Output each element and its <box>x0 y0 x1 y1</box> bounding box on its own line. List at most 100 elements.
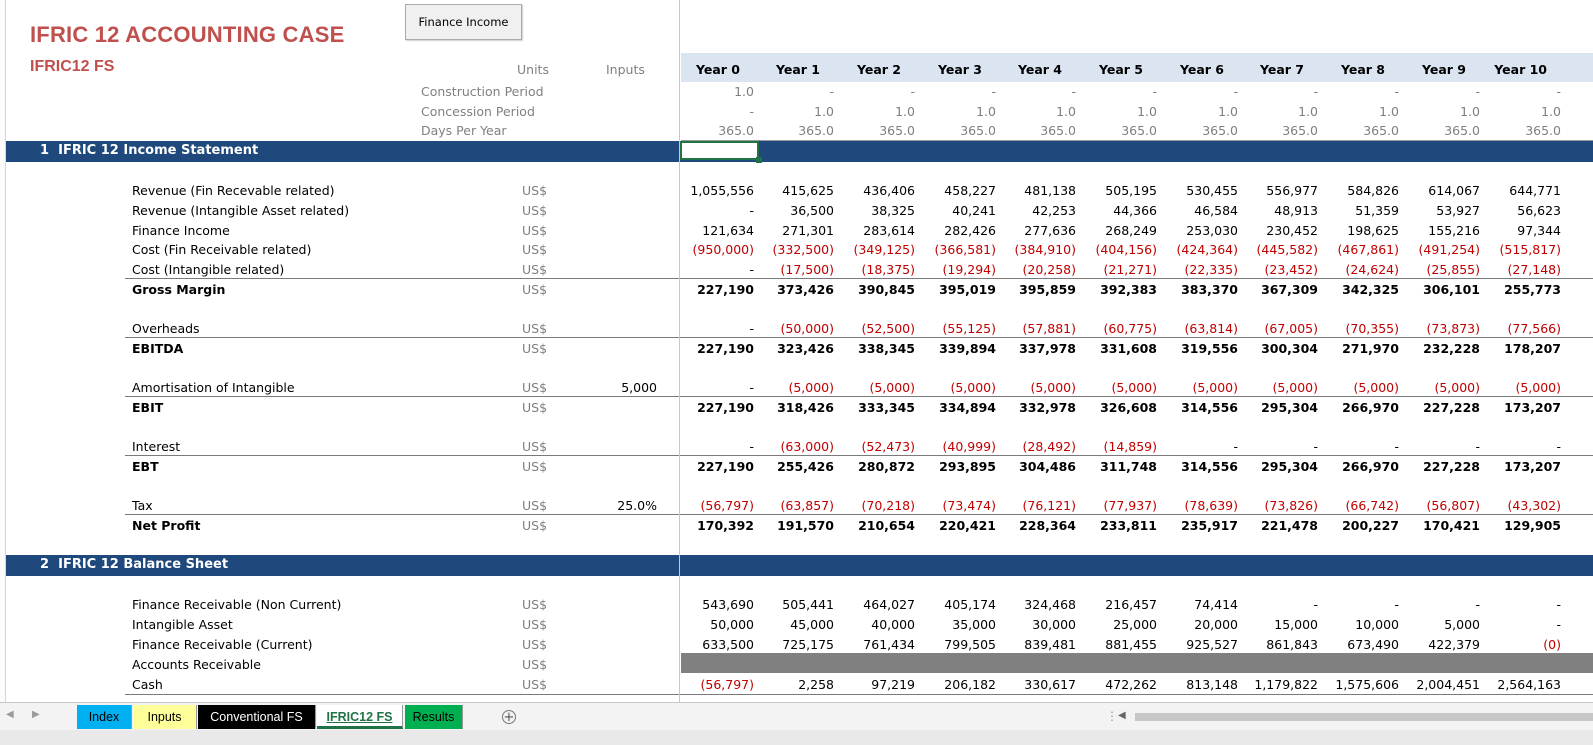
value-cell[interactable]: 271,970 <box>1342 341 1399 356</box>
timing-days-cell[interactable]: 365.0 <box>1444 123 1480 138</box>
value-cell[interactable]: 331,608 <box>1100 341 1157 356</box>
value-cell[interactable]: 221,478 <box>1261 518 1318 533</box>
value-cell[interactable]: (349,125) <box>853 242 915 257</box>
value-cell[interactable]: (20,258) <box>1022 262 1077 277</box>
value-cell[interactable]: 324,468 <box>1024 597 1076 612</box>
value-cell[interactable]: (50,000) <box>780 321 835 336</box>
timing-days-cell[interactable]: 365.0 <box>1282 123 1318 138</box>
value-cell[interactable]: 2,004,451 <box>1416 677 1480 692</box>
value-cell[interactable]: 373,426 <box>777 282 834 297</box>
value-cell[interactable]: (5,000) <box>1272 380 1318 395</box>
value-cell[interactable]: (491,254) <box>1418 242 1480 257</box>
timing-construction-cell[interactable]: - <box>910 84 915 99</box>
value-cell[interactable]: 227,190 <box>697 282 754 297</box>
value-cell[interactable]: - <box>1394 439 1399 454</box>
value-cell[interactable]: 367,309 <box>1261 282 1318 297</box>
value-cell[interactable]: - <box>1313 439 1318 454</box>
value-cell[interactable]: 337,978 <box>1019 341 1076 356</box>
value-cell[interactable]: 415,625 <box>782 183 834 198</box>
value-cell[interactable]: (5,000) <box>788 380 834 395</box>
value-cell[interactable]: 318,426 <box>777 400 834 415</box>
value-cell[interactable]: (467,861) <box>1337 242 1399 257</box>
value-cell[interactable]: 334,894 <box>939 400 996 415</box>
value-cell[interactable]: 40,000 <box>871 617 915 632</box>
sheet-tab-results[interactable]: Results <box>405 705 463 729</box>
row-input-cell[interactable]: 25.0% <box>617 498 657 513</box>
value-cell[interactable]: 282,426 <box>944 223 996 238</box>
value-cell[interactable]: (27,148) <box>1507 262 1562 277</box>
value-cell[interactable]: (28,492) <box>1022 439 1077 454</box>
timing-concession-cell[interactable]: 1.0 <box>1137 104 1157 119</box>
value-cell[interactable]: 295,304 <box>1261 400 1318 415</box>
value-cell[interactable]: 330,617 <box>1024 677 1076 692</box>
value-cell[interactable]: (23,452) <box>1264 262 1319 277</box>
value-cell[interactable]: (18,375) <box>861 262 916 277</box>
timing-concession-cell[interactable]: 1.0 <box>1460 104 1480 119</box>
value-cell[interactable]: 422,379 <box>1428 637 1480 652</box>
value-cell[interactable]: 56,623 <box>1517 203 1561 218</box>
value-cell[interactable]: 15,000 <box>1274 617 1318 632</box>
value-cell[interactable]: 725,175 <box>782 637 834 652</box>
value-cell[interactable]: (63,000) <box>780 439 835 454</box>
finance-income-button[interactable]: Finance Income <box>405 4 522 40</box>
value-cell[interactable]: - <box>749 439 754 454</box>
value-cell[interactable]: (70,218) <box>861 498 916 513</box>
value-cell[interactable]: (56,797) <box>700 677 755 692</box>
value-cell[interactable]: 227,190 <box>697 341 754 356</box>
add-sheet-icon[interactable]: + <box>502 710 516 725</box>
value-cell[interactable]: 405,174 <box>944 597 996 612</box>
value-cell[interactable]: 543,690 <box>702 597 754 612</box>
value-cell[interactable]: 293,895 <box>939 459 996 474</box>
value-cell[interactable]: (24,624) <box>1345 262 1400 277</box>
value-cell[interactable]: 505,441 <box>782 597 834 612</box>
fill-handle[interactable] <box>756 157 762 163</box>
value-cell[interactable]: 40,241 <box>952 203 996 218</box>
value-cell[interactable]: 227,190 <box>697 400 754 415</box>
value-cell[interactable]: 311,748 <box>1100 459 1157 474</box>
value-cell[interactable]: 129,905 <box>1504 518 1561 533</box>
value-cell[interactable]: (25,855) <box>1426 262 1481 277</box>
value-cell[interactable]: 644,771 <box>1509 183 1561 198</box>
timing-days-cell[interactable]: 365.0 <box>718 123 754 138</box>
value-cell[interactable]: 799,505 <box>944 637 996 652</box>
value-cell[interactable]: (66,742) <box>1345 498 1400 513</box>
timing-construction-cell[interactable]: - <box>991 84 996 99</box>
value-cell[interactable]: 813,148 <box>1186 677 1238 692</box>
value-cell[interactable]: 2,564,163 <box>1497 677 1561 692</box>
value-cell[interactable]: 255,773 <box>1504 282 1561 297</box>
more-options-icon[interactable]: ⋮ <box>1106 709 1118 723</box>
value-cell[interactable]: 614,067 <box>1428 183 1480 198</box>
value-cell[interactable]: 228,364 <box>1019 518 1076 533</box>
value-cell[interactable]: 584,826 <box>1347 183 1399 198</box>
timing-concession-cell[interactable]: 1.0 <box>814 104 834 119</box>
value-cell[interactable]: (5,000) <box>950 380 996 395</box>
sheet-tab-ifric12-fs[interactable]: IFRIC12 FS <box>317 705 403 729</box>
value-cell[interactable]: 170,392 <box>697 518 754 533</box>
value-cell[interactable]: 36,500 <box>790 203 834 218</box>
sheet-tab-inputs[interactable]: Inputs <box>133 705 197 729</box>
value-cell[interactable]: 339,894 <box>939 341 996 356</box>
value-cell[interactable]: 227,190 <box>697 459 754 474</box>
value-cell[interactable]: 38,325 <box>871 203 915 218</box>
value-cell[interactable]: (5,000) <box>1434 380 1480 395</box>
value-cell[interactable]: 530,455 <box>1186 183 1238 198</box>
value-cell[interactable]: 45,000 <box>790 617 834 632</box>
timing-construction-cell[interactable]: - <box>1313 84 1318 99</box>
timing-concession-cell[interactable]: - <box>749 104 754 119</box>
value-cell[interactable]: 633,500 <box>702 637 754 652</box>
value-cell[interactable]: 383,370 <box>1181 282 1238 297</box>
timing-concession-cell[interactable]: 1.0 <box>895 104 915 119</box>
value-cell[interactable]: (424,364) <box>1176 242 1238 257</box>
value-cell[interactable]: 232,228 <box>1423 341 1480 356</box>
value-cell[interactable]: (5,000) <box>1030 380 1076 395</box>
value-cell[interactable]: (70,355) <box>1345 321 1400 336</box>
value-cell[interactable]: (404,156) <box>1095 242 1157 257</box>
value-cell[interactable]: 390,845 <box>858 282 915 297</box>
value-cell[interactable]: - <box>749 262 754 277</box>
value-cell[interactable]: 5,000 <box>1444 617 1480 632</box>
timing-concession-cell[interactable]: 1.0 <box>1298 104 1318 119</box>
value-cell[interactable]: 861,843 <box>1266 637 1318 652</box>
value-cell[interactable]: 170,421 <box>1423 518 1480 533</box>
value-cell[interactable]: - <box>749 380 754 395</box>
timing-construction-cell[interactable]: 1.0 <box>734 84 754 99</box>
